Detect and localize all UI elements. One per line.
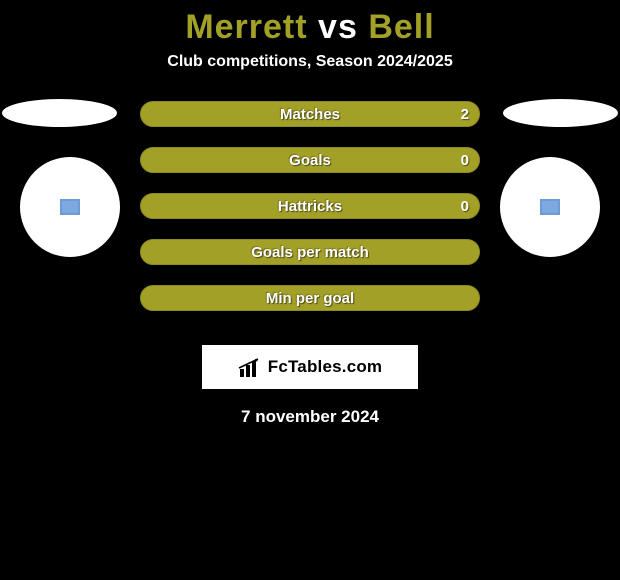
stat-value-right: 2 (461, 102, 469, 128)
stat-label: Min per goal (141, 286, 479, 312)
stat-rows: Matches 2 Goals 0 Hattricks 0 Goals per … (140, 101, 480, 331)
bar-chart-icon (238, 357, 262, 377)
title-player-a: Merrett (185, 8, 307, 46)
player-b-badge-circle (500, 157, 600, 257)
player-b-badge-icon (540, 199, 560, 215)
comparison-body: Matches 2 Goals 0 Hattricks 0 Goals per … (0, 101, 620, 331)
brand-text: FcTables.com (268, 357, 383, 377)
stat-label: Hattricks (141, 194, 479, 220)
player-a-ellipse (2, 99, 117, 127)
stat-row: Min per goal (140, 285, 480, 311)
stat-label: Goals per match (141, 240, 479, 266)
stat-value-right: 0 (461, 194, 469, 220)
stat-row: Goals per match (140, 239, 480, 265)
subtitle: Club competitions, Season 2024/2025 (0, 53, 620, 71)
stat-row: Matches 2 (140, 101, 480, 127)
title-vs: vs (318, 8, 358, 46)
stat-label: Goals (141, 148, 479, 174)
stat-label: Matches (141, 102, 479, 128)
stat-row: Hattricks 0 (140, 193, 480, 219)
player-b-ellipse (503, 99, 618, 127)
player-a-badge-circle (20, 157, 120, 257)
date-text: 7 november 2024 (0, 407, 620, 427)
title-player-b: Bell (368, 8, 434, 46)
brand-plate: FcTables.com (202, 345, 418, 389)
comparison-infographic: Merrett vs Bell Club competitions, Seaso… (0, 0, 620, 580)
page-title: Merrett vs Bell (0, 0, 620, 47)
stat-row: Goals 0 (140, 147, 480, 173)
player-a-badge-icon (60, 199, 80, 215)
stat-value-right: 0 (461, 148, 469, 174)
